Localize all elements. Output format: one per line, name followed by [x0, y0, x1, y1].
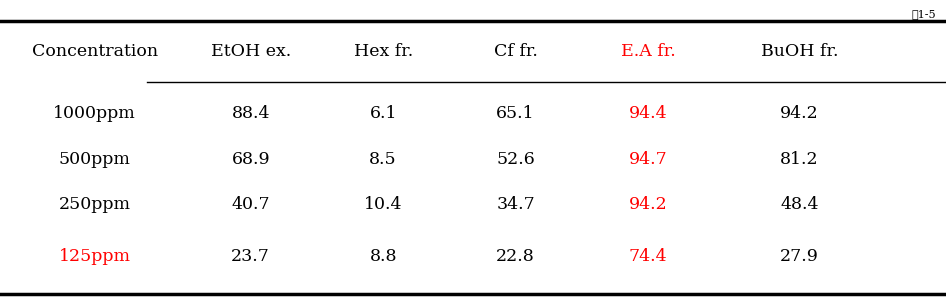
- Text: 94.7: 94.7: [629, 151, 667, 168]
- Text: 125ppm: 125ppm: [59, 248, 131, 265]
- Text: 34.7: 34.7: [497, 196, 534, 213]
- Text: Concentration: Concentration: [31, 43, 158, 60]
- Text: 표1-5: 표1-5: [912, 9, 937, 19]
- Text: 94.2: 94.2: [780, 105, 818, 122]
- Text: 22.8: 22.8: [497, 248, 534, 265]
- Text: Cf fr.: Cf fr.: [494, 43, 537, 60]
- Text: 74.4: 74.4: [629, 248, 667, 265]
- Text: 10.4: 10.4: [364, 196, 402, 213]
- Text: 52.6: 52.6: [497, 151, 534, 168]
- Text: 94.2: 94.2: [629, 196, 667, 213]
- Text: 23.7: 23.7: [231, 248, 271, 265]
- Text: 250ppm: 250ppm: [59, 196, 131, 213]
- Text: 48.4: 48.4: [780, 196, 818, 213]
- Text: 8.5: 8.5: [369, 151, 397, 168]
- Text: BuOH fr.: BuOH fr.: [761, 43, 838, 60]
- Text: 500ppm: 500ppm: [59, 151, 131, 168]
- Text: 6.1: 6.1: [369, 105, 397, 122]
- Text: 94.4: 94.4: [629, 105, 667, 122]
- Text: 8.8: 8.8: [369, 248, 397, 265]
- Text: 65.1: 65.1: [497, 105, 534, 122]
- Text: E.A fr.: E.A fr.: [621, 43, 675, 60]
- Text: 68.9: 68.9: [232, 151, 270, 168]
- Text: 27.9: 27.9: [780, 248, 819, 265]
- Text: Hex fr.: Hex fr.: [354, 43, 412, 60]
- Text: 81.2: 81.2: [780, 151, 818, 168]
- Text: 40.7: 40.7: [232, 196, 270, 213]
- Text: 1000ppm: 1000ppm: [53, 105, 136, 122]
- Text: 88.4: 88.4: [232, 105, 270, 122]
- Text: EtOH ex.: EtOH ex.: [211, 43, 290, 60]
